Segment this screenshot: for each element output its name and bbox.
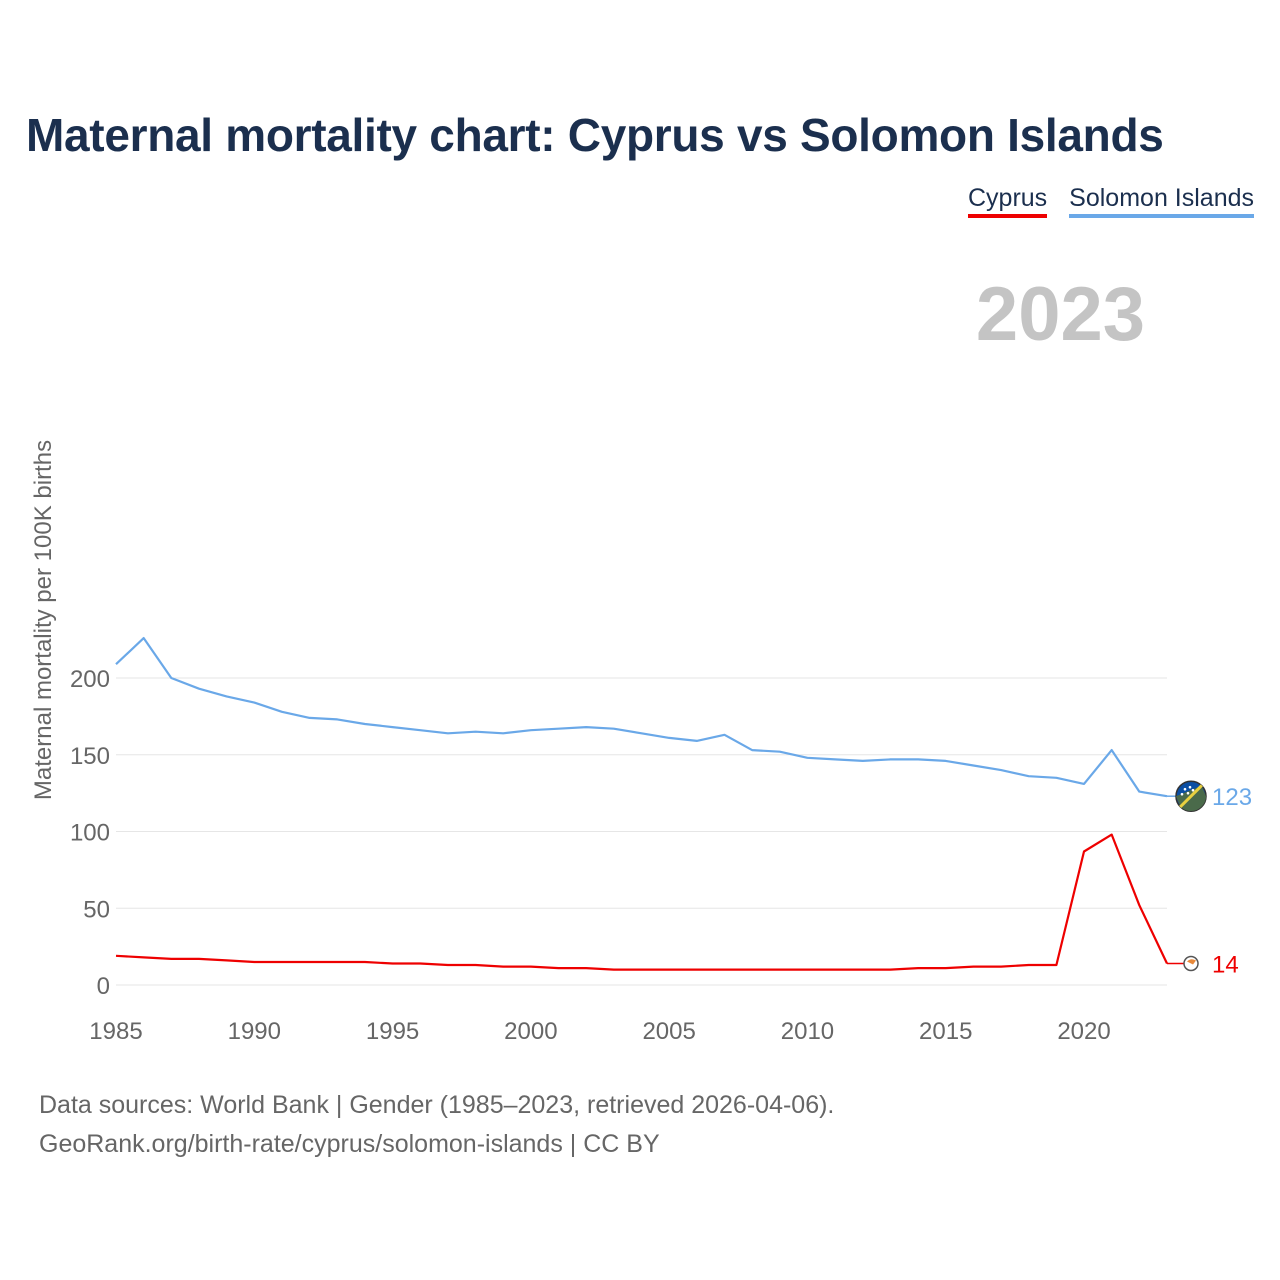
flag-marker-cyprus [1183, 955, 1199, 972]
legend: Cyprus Solomon Islands [967, 184, 1254, 218]
x-tick-label-2015: 2015 [919, 1018, 972, 1045]
series-line-cyprus [115, 833, 1168, 971]
end-markers: 14 123 [1167, 780, 1252, 979]
y-tick-label-150: 150 [70, 743, 110, 770]
legend-item-cyprus[interactable]: Cyprus [967, 184, 1048, 218]
year-label: 2023 [976, 272, 1145, 357]
source-note: Data sources: World Bank | Gender (1985–… [39, 1086, 834, 1164]
source-line-2[interactable]: GeoRank.org/birth-rate/cyprus/solomon-is… [39, 1130, 660, 1158]
series-lines [115, 636, 1168, 971]
end-value-label-solomon-islands: 123 [1212, 784, 1252, 811]
y-tick-label-200: 200 [70, 666, 110, 693]
legend-item-solomon-islands[interactable]: Solomon Islands [1069, 184, 1254, 218]
end-value-label-cyprus: 14 [1212, 952, 1239, 979]
y-axis-ticks: 0 50 100 150 200 [70, 666, 110, 1000]
x-tick-label-2000: 2000 [504, 1018, 557, 1045]
x-tick-label-2005: 2005 [642, 1018, 695, 1045]
series-line-solomon-islands [115, 636, 1168, 798]
x-tick-label-1995: 1995 [366, 1018, 419, 1045]
chart-title: Maternal mortality chart: Cyprus vs Solo… [26, 109, 1164, 161]
x-tick-label-1990: 1990 [228, 1018, 281, 1045]
x-tick-label-2010: 2010 [781, 1018, 834, 1045]
x-axis-ticks: 1985 1990 1995 2000 2005 2010 2015 2020 [89, 1018, 1110, 1045]
y-tick-label-0: 0 [97, 973, 110, 1000]
gridlines [116, 677, 1167, 986]
y-axis-label: Maternal mortality per 100K births [30, 440, 57, 800]
source-line-1: Data sources: World Bank | Gender (1985–… [39, 1091, 835, 1119]
x-tick-label-2020: 2020 [1057, 1018, 1110, 1045]
flag-marker-solomon-islands [1175, 780, 1207, 812]
y-tick-label-50: 50 [83, 896, 110, 923]
x-tick-label-1985: 1985 [89, 1018, 142, 1045]
y-tick-label-100: 100 [70, 820, 110, 847]
